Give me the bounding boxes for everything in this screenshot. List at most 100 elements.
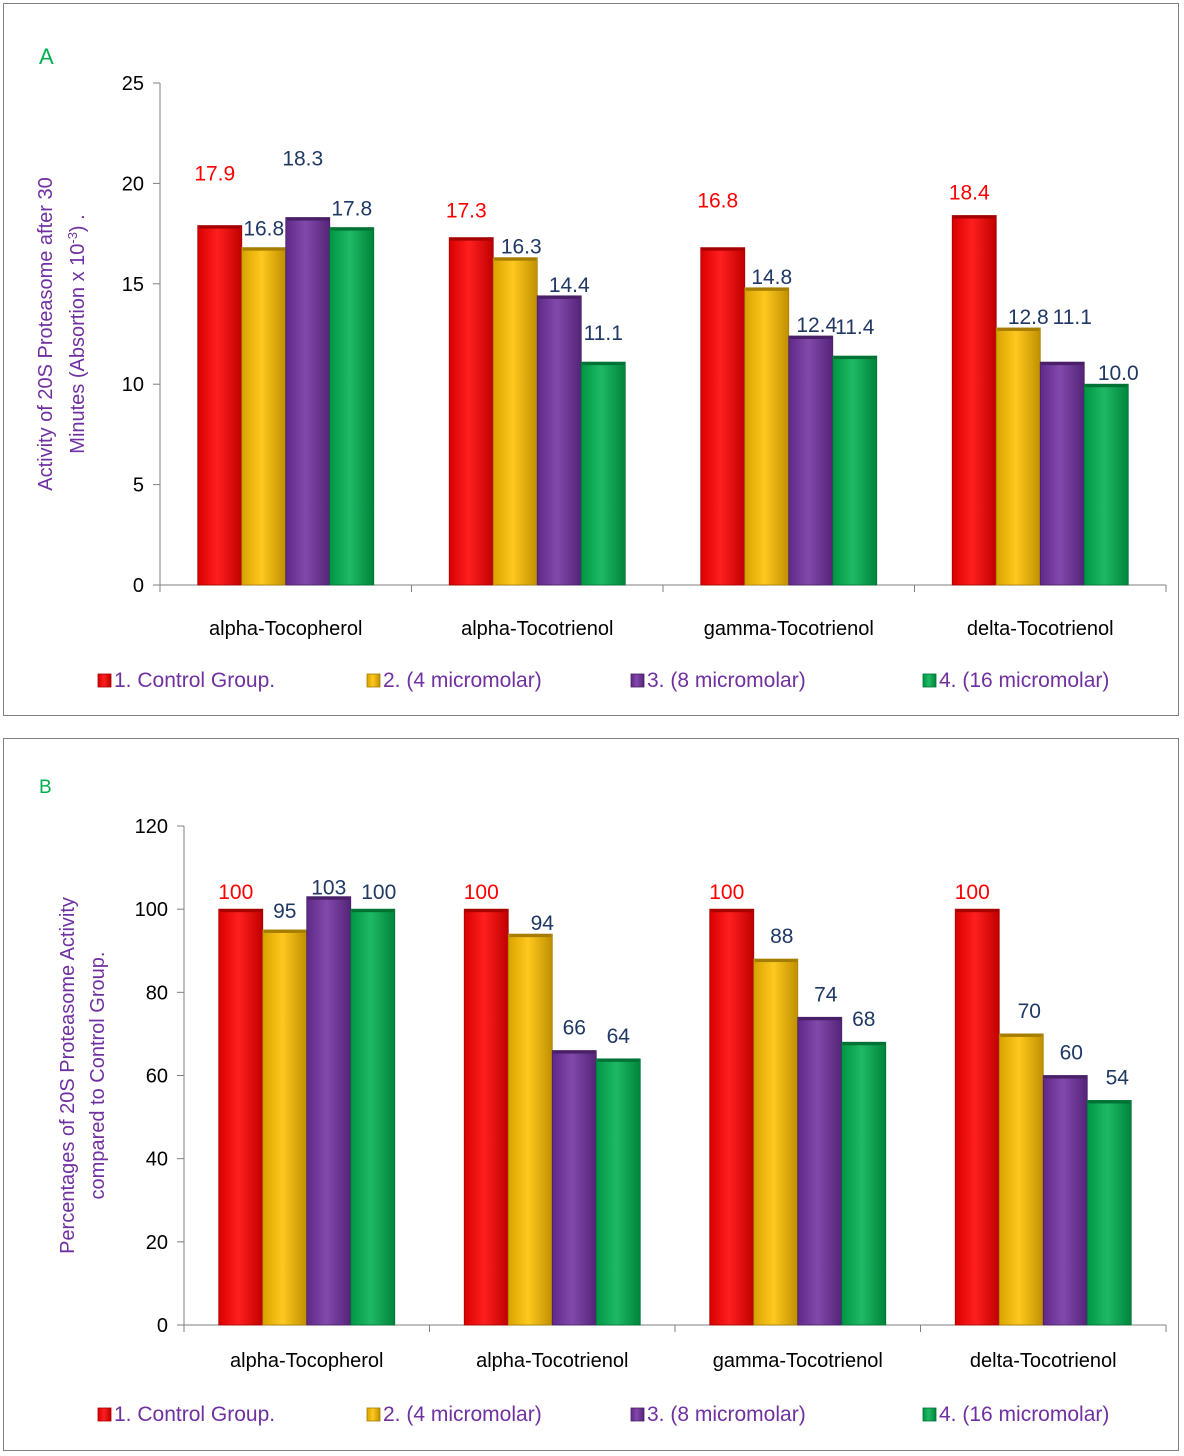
y-tick-label: 0 <box>157 1315 168 1337</box>
bar <box>262 929 308 1326</box>
data-label: 94 <box>531 912 555 935</box>
bar-cap <box>789 336 832 340</box>
data-label: 54 <box>1106 1066 1130 1089</box>
legend-swatch <box>922 1407 937 1422</box>
data-label: 11.4 <box>835 316 875 339</box>
y-tick-label: 20 <box>146 1232 168 1254</box>
bar <box>995 327 1041 586</box>
data-label: 100 <box>709 881 744 904</box>
y-tick-label: 10 <box>122 374 144 396</box>
y-tick-label: 80 <box>146 982 168 1004</box>
bar <box>285 217 331 586</box>
data-label: 16.3 <box>501 236 542 259</box>
bar <box>580 361 626 586</box>
data-label: 12.4 <box>796 314 837 337</box>
bar <box>954 908 1000 1326</box>
bar <box>1039 361 1085 586</box>
data-label: 12.8 <box>1008 306 1049 329</box>
data-label: 88 <box>770 925 793 948</box>
bar-cap <box>538 295 581 299</box>
bar-cap <box>351 909 394 913</box>
category-label: alpha-Tocotrienol <box>461 618 613 640</box>
bar <box>832 355 878 586</box>
data-label: 100 <box>218 881 253 904</box>
bar <box>507 933 553 1326</box>
data-label: 74 <box>814 983 838 1006</box>
bar-cap <box>450 237 493 241</box>
bar-cap <box>798 1017 841 1021</box>
bar <box>700 247 746 586</box>
legend-swatch <box>97 1407 112 1422</box>
bar <box>788 335 834 586</box>
bar-cap <box>833 356 876 360</box>
category-label: gamma-Tocotrienol <box>713 1350 883 1372</box>
legend-label: 4. (16 micromolar) <box>939 669 1109 692</box>
bar-cap <box>242 247 285 251</box>
legend-label: 3. (8 micromolar) <box>647 1403 806 1426</box>
y-tick-label: 25 <box>122 73 144 95</box>
bar <box>492 257 538 586</box>
bar-cap <box>1041 362 1084 366</box>
legend-label: 2. (4 micromolar) <box>383 669 542 692</box>
category-label: gamma-Tocotrienol <box>704 618 874 640</box>
chart-panel-a: A Activity of 20S Proteasome after 30 Minu… <box>3 3 1179 716</box>
data-label: 11.1 <box>1053 306 1092 329</box>
data-label: 100 <box>464 881 499 904</box>
chart-panel-b: B Percentages of 20S Proteasome Activity c… <box>3 738 1179 1451</box>
legend-label: 2. (4 micromolar) <box>383 1403 542 1426</box>
y-tick-label: 60 <box>146 1066 168 1088</box>
bar <box>350 908 396 1326</box>
legend-swatch <box>630 1407 645 1422</box>
data-label: 18.4 <box>949 182 990 205</box>
bar <box>551 1050 597 1326</box>
bar-cap <box>597 1058 640 1062</box>
category-label: delta-Tocotrienol <box>967 618 1114 640</box>
data-label: 17.8 <box>331 198 372 221</box>
y-axis-title-line2: Minutes (Absortion x 10-3) . <box>65 214 89 453</box>
y-axis-title-line2: compared to Control Group. <box>87 952 109 1200</box>
legend-swatch <box>97 673 112 688</box>
bar-cap <box>219 909 262 913</box>
bar-cap <box>263 929 306 933</box>
bar <box>951 215 997 586</box>
bar <box>998 1033 1044 1326</box>
bar-cap <box>1088 1100 1131 1104</box>
bar <box>797 1016 843 1326</box>
bar <box>595 1058 641 1326</box>
data-label: 14.4 <box>549 274 590 297</box>
data-label: 100 <box>361 881 396 904</box>
bar <box>753 958 799 1326</box>
y-tick-label: 5 <box>133 475 144 497</box>
bar <box>1083 383 1129 586</box>
y-tick-label: 0 <box>133 575 144 597</box>
legend-swatch <box>366 1407 381 1422</box>
data-label: 10.0 <box>1098 362 1139 385</box>
y-tick-label: 15 <box>122 274 144 296</box>
bar-cap <box>997 327 1040 331</box>
data-label: 70 <box>1018 1000 1041 1023</box>
bar <box>218 908 264 1326</box>
bar-cap <box>465 909 508 913</box>
bar-cap <box>710 909 753 913</box>
bar-cap <box>754 959 797 963</box>
data-label: 16.8 <box>697 190 738 213</box>
legend-swatch <box>922 673 937 688</box>
bar <box>841 1041 887 1326</box>
bar-cap <box>842 1042 885 1046</box>
chart-b-svg: B Percentages of 20S Proteasome Activity c… <box>39 777 1167 1426</box>
bar-cap <box>701 247 744 251</box>
bar <box>197 225 243 586</box>
legend-label: 3. (8 micromolar) <box>647 669 806 692</box>
data-label: 16.8 <box>243 218 284 241</box>
bar <box>1086 1100 1132 1326</box>
legend-label: 4. (16 micromolar) <box>939 1403 1109 1426</box>
data-label: 18.3 <box>282 148 323 171</box>
bar <box>463 908 509 1326</box>
data-label: 64 <box>607 1025 631 1048</box>
category-label: delta-Tocotrienol <box>970 1350 1117 1372</box>
chart-a-svg: A Activity of 20S Proteasome after 30 Minu… <box>35 44 1167 692</box>
panel-letter: A <box>39 44 54 69</box>
bar-cap <box>1000 1033 1043 1037</box>
legend-swatch <box>630 673 645 688</box>
bar <box>329 227 375 586</box>
